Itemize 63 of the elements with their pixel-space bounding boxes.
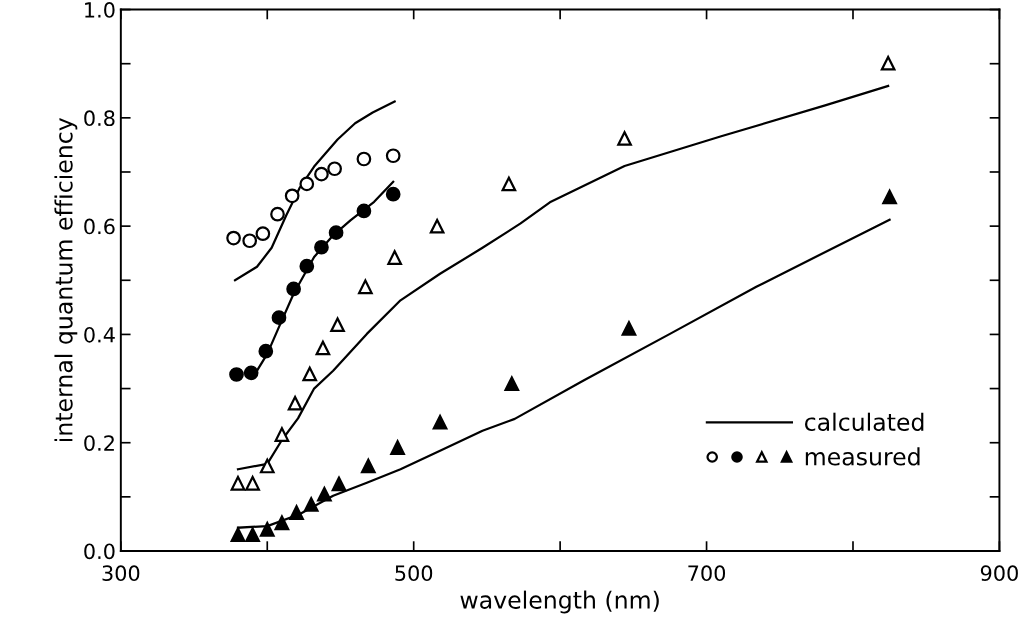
x-tick-label: 300	[102, 565, 140, 582]
point	[302, 366, 318, 382]
point	[385, 186, 401, 202]
point	[303, 497, 319, 512]
point	[390, 440, 405, 455]
point	[432, 414, 448, 430]
x-tick-label: 900	[980, 565, 1018, 582]
point	[284, 188, 300, 204]
point	[259, 458, 275, 474]
y-tick-label: 1.0	[85, 2, 115, 18]
point	[358, 279, 373, 295]
point	[356, 151, 372, 167]
point	[226, 230, 241, 246]
point	[882, 189, 897, 205]
point	[317, 486, 332, 502]
y-axis-title: internal quantum efficiency	[54, 118, 78, 442]
x-tick-label: 500	[395, 565, 433, 582]
point	[617, 131, 632, 146]
point	[274, 515, 290, 531]
y-tick-label: 0.4	[84, 326, 115, 343]
point	[242, 233, 258, 249]
point	[287, 395, 303, 411]
point	[286, 281, 301, 297]
point	[501, 176, 517, 192]
point	[880, 55, 896, 71]
point	[243, 365, 259, 381]
point	[385, 148, 401, 164]
point	[387, 250, 403, 265]
legend-label: calculated	[805, 412, 924, 431]
point	[331, 476, 347, 492]
point	[330, 317, 345, 333]
point	[314, 239, 329, 255]
point	[245, 527, 260, 543]
point	[315, 340, 331, 356]
point	[245, 475, 260, 491]
point	[274, 427, 290, 442]
point	[255, 226, 271, 242]
point	[328, 225, 344, 240]
point	[314, 166, 329, 182]
y-tick-label: 0.2	[84, 435, 114, 451]
y-tick-label: 0.6	[84, 218, 115, 235]
point	[289, 505, 304, 520]
point	[230, 475, 246, 491]
point	[299, 176, 315, 192]
point	[621, 321, 637, 336]
legend-label: measured	[805, 447, 920, 466]
point	[230, 527, 246, 543]
point	[259, 521, 275, 537]
point	[258, 343, 274, 359]
x-tick-label: 700	[688, 565, 726, 582]
point	[299, 258, 315, 274]
point	[229, 367, 244, 382]
point	[270, 206, 285, 222]
point	[327, 161, 342, 177]
y-tick-label: 0.8	[84, 110, 115, 127]
line-series	[233, 100, 396, 282]
point	[271, 310, 287, 325]
point	[429, 218, 445, 234]
point	[504, 376, 520, 392]
point	[356, 203, 372, 219]
y-tick-label: 0.0	[84, 543, 115, 560]
x-axis-title: wavelength (nm)	[460, 590, 659, 614]
point	[360, 458, 376, 474]
